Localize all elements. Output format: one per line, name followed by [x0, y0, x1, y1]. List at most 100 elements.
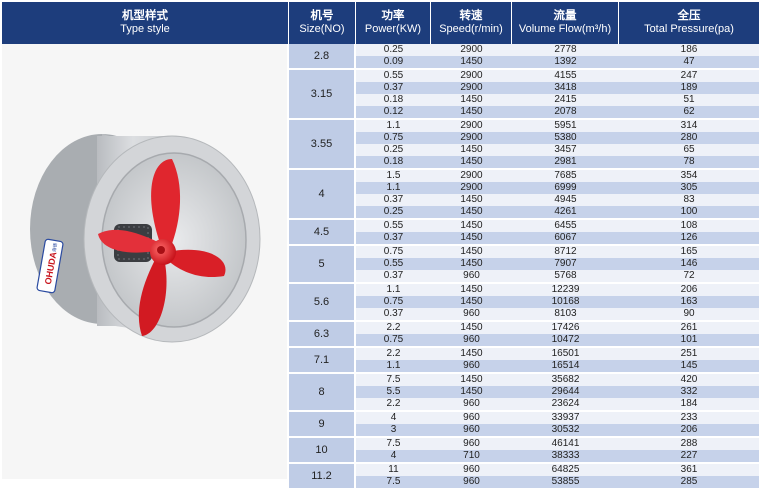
table-row: 1.1 960 16514 145	[356, 360, 759, 374]
speed-cell: 1450	[460, 258, 483, 269]
table-row: 1.1 2900 5951 314	[356, 120, 759, 132]
fan-blade-icon	[98, 229, 162, 253]
power-cell: 4	[390, 412, 397, 423]
table-row: 1.1 2900 6999 305	[356, 182, 759, 194]
pressure-cell: 189	[680, 82, 698, 93]
flow-cell: 2078	[554, 106, 577, 117]
header-size-zh: 机号	[310, 10, 334, 22]
pressure-cell: 206	[680, 284, 698, 295]
table-row: 7.5 960 53855 285	[356, 476, 759, 490]
header-type-style: 机型样式 Type style	[2, 2, 289, 44]
power-cell: 5.5	[386, 386, 401, 397]
size-cell: 3.55	[289, 120, 354, 170]
pressure-cell: 78	[683, 156, 695, 167]
speed-cell: 1450	[460, 296, 483, 307]
speed-cell: 1450	[460, 206, 483, 217]
flow-cell: 10168	[551, 296, 580, 307]
pressure-cell: 62	[683, 106, 695, 117]
speed-cell: 1450	[460, 284, 483, 295]
pressure-cell: 101	[680, 334, 698, 345]
table-row: 0.18 1450 2981 78	[356, 156, 759, 170]
flow-cell: 5380	[554, 132, 577, 143]
size-cell: 4	[289, 170, 354, 220]
header-pressure-en: Total Pressure(pa)	[644, 23, 734, 35]
header-flow-zh: 流量	[553, 10, 577, 22]
power-cell: 1.1	[386, 120, 401, 131]
pressure-cell: 314	[680, 120, 698, 131]
flow-cell: 17426	[551, 322, 580, 333]
table-row: 11 960 64825 361	[356, 464, 759, 476]
speed-cell: 960	[463, 398, 480, 409]
speed-cell: 2900	[460, 70, 483, 81]
pressure-cell: 285	[680, 476, 698, 487]
header-speed-en: Speed(r/min)	[439, 23, 503, 35]
table-row: 7.5 960 46141 288	[356, 438, 759, 450]
flow-cell: 12239	[551, 284, 580, 295]
power-cell: 2.2	[386, 348, 401, 359]
header-flow-en: Volume Flow(m³/h)	[518, 23, 612, 35]
header-type-zh: 机型样式	[122, 10, 168, 22]
table-row: 0.37 1450 4945 83	[356, 194, 759, 206]
brand-logo: OHUDA 海德	[36, 238, 64, 294]
power-cell: 1.5	[386, 170, 401, 181]
pressure-cell: 47	[683, 56, 695, 67]
table-row: 0.18 1450 2415 51	[356, 94, 759, 106]
pressure-cell: 184	[680, 398, 698, 409]
power-cell: 0.37	[383, 194, 404, 205]
flow-cell: 10472	[551, 334, 580, 345]
table-row: 0.12 1450 2078 62	[356, 106, 759, 120]
speed-cell: 2900	[460, 120, 483, 131]
power-cell: 0.18	[383, 94, 404, 105]
table-row: 0.75 2900 5380 280	[356, 132, 759, 144]
pressure-cell: 90	[683, 308, 695, 319]
table-row: 0.25 1450 4261 100	[356, 206, 759, 220]
power-cell: 7.5	[386, 476, 401, 487]
flow-cell: 16501	[551, 348, 580, 359]
header-pressure-zh: 全压	[677, 10, 701, 22]
pressure-cell: 163	[680, 296, 698, 307]
header-speed-zh: 转速	[459, 10, 483, 22]
speed-cell: 960	[463, 464, 480, 475]
power-cell: 0.37	[383, 270, 404, 281]
product-photo: OHUDA 海德	[2, 44, 288, 479]
flow-cell: 5951	[554, 120, 577, 131]
speed-cell: 960	[463, 476, 480, 487]
size-cell: 2.8	[289, 44, 354, 70]
flow-cell: 35682	[551, 374, 580, 385]
pressure-cell: 261	[680, 322, 698, 333]
table-row: 0.55 1450 7907 146	[356, 258, 759, 270]
pressure-cell: 108	[680, 220, 698, 231]
power-cell: 0.37	[383, 82, 404, 93]
speed-cell: 1450	[460, 348, 483, 359]
header-size-en: Size(NO)	[299, 23, 345, 35]
power-cell: 1.1	[386, 360, 401, 371]
power-cell: 0.09	[383, 56, 404, 67]
table-row: 0.09 1450 1392 47	[356, 56, 759, 70]
speed-cell: 960	[463, 412, 480, 423]
flow-cell: 30532	[551, 424, 580, 435]
size-cell: 11.2	[289, 464, 354, 490]
pressure-cell: 280	[680, 132, 698, 143]
table-row: 5.5 1450 29644 332	[356, 386, 759, 398]
speed-cell: 960	[463, 438, 480, 449]
power-cell: 0.18	[383, 156, 404, 167]
header-size: 机号 Size(NO)	[289, 2, 356, 44]
table-row: 2.2 1450 16501 251	[356, 348, 759, 360]
fan-blade-icon	[151, 159, 181, 249]
table-row: 1.1 1450 12239 206	[356, 284, 759, 296]
header-type-en: Type style	[120, 23, 170, 35]
pressure-cell: 51	[683, 94, 695, 105]
speed-cell: 2900	[460, 82, 483, 93]
size-cell: 8	[289, 374, 354, 412]
speed-cell: 960	[463, 424, 480, 435]
power-cell: 11	[388, 464, 399, 475]
power-cell: 3	[390, 424, 397, 435]
power-cell: 0.75	[383, 246, 404, 257]
table-row: 0.37 1450 6067 126	[356, 232, 759, 246]
table-row: 0.55 1450 6455 108	[356, 220, 759, 232]
speed-cell: 1450	[460, 232, 483, 243]
speed-cell: 2900	[460, 170, 483, 181]
table-row: 0.25 2900 2778 186	[356, 44, 759, 56]
flow-cell: 3418	[554, 82, 577, 93]
power-cell: 7.5	[386, 438, 401, 449]
